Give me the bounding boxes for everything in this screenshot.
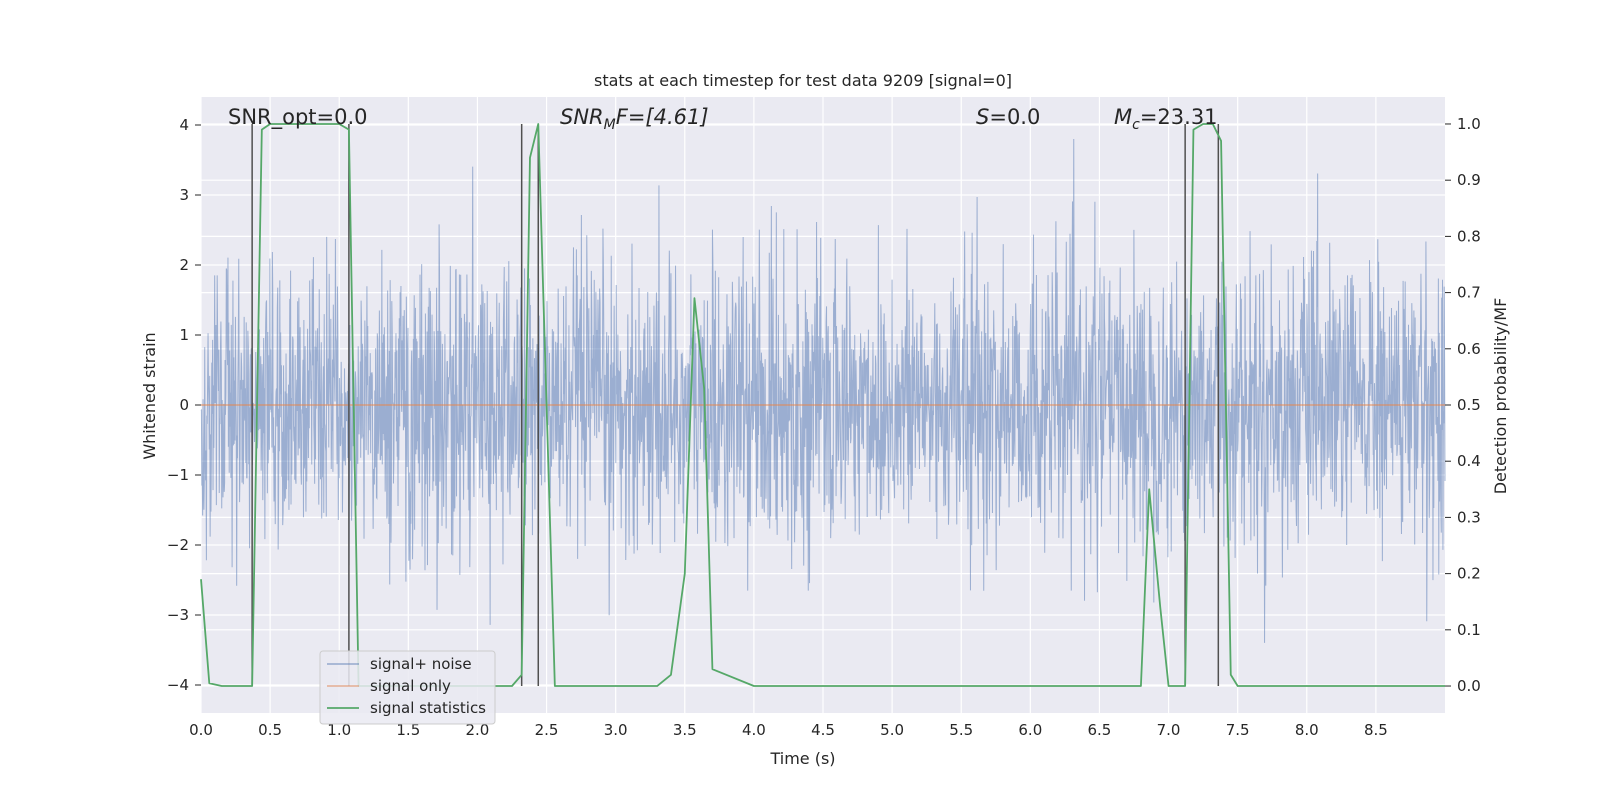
marker-lines (251, 123, 1220, 687)
y-tick-label: −4 (167, 676, 189, 694)
x-axis-label: Time (s) (769, 749, 835, 768)
x-tick-label: 3.0 (604, 721, 628, 739)
annotation-mc-sub: c (1132, 117, 1140, 133)
y-tick-label: −3 (167, 606, 189, 624)
right-y-axis-ticks: 0.0 0.1 0.2 0.3 0.4 0.5 0.6 0.7 0.8 0.9 1.0 (1445, 115, 1481, 695)
right-y-tick-label: 0.5 (1457, 396, 1481, 414)
right-y-tick-label: 0.8 (1457, 227, 1481, 245)
annotation-snr-mf-sub: M (604, 117, 616, 133)
x-tick-label: 1.5 (396, 721, 420, 739)
right-y-tick-label: 0.6 (1457, 340, 1481, 358)
annotation-snr-opt: SNR_opt=0.0 (228, 105, 368, 130)
x-axis-ticks: 0.0 0.5 1.0 1.5 2.0 2.5 3.0 3.5 4.0 4.5 5.0 5.5 6.0 6… (189, 721, 1388, 739)
annotation-mc: Mc=23.31 (1114, 105, 1218, 133)
right-y-tick-label: 0.1 (1457, 621, 1481, 639)
x-tick-label: 6.0 (1018, 721, 1042, 739)
y-tick-label: −2 (167, 536, 189, 554)
x-tick-label: 4.0 (742, 721, 766, 739)
annotation-snr-mf-rest-f: F=[4.61] (616, 105, 709, 129)
chart-title: stats at each timestep for test data 920… (594, 71, 1012, 90)
right-y-tick-label: 0.4 (1457, 452, 1481, 470)
y-tick-label: −1 (167, 466, 189, 484)
annotation-mc-main: M (1114, 105, 1132, 129)
legend-label-noise: signal+ noise (370, 655, 472, 673)
signal-statistics-line (200, 123, 1445, 687)
y-tick-label: 0 (179, 396, 189, 414)
y-axis-ticks: −4 −3 −2 −1 0 1 2 3 4 (167, 116, 201, 694)
x-tick-label: 4.5 (811, 721, 835, 739)
right-y-tick-label: 0.7 (1457, 284, 1481, 302)
right-y-tick-label: 1.0 (1457, 115, 1481, 133)
legend-label-statistics: signal statistics (370, 699, 486, 717)
annotation-mc-rest: =23.31 (1140, 105, 1218, 129)
legend: signal+ noise signal only signal statist… (319, 650, 496, 725)
annotation-s-rest: =0.0 (989, 105, 1040, 129)
x-tick-label: 7.0 (1157, 721, 1181, 739)
x-tick-label: 0.5 (258, 721, 282, 739)
x-tick-label: 5.0 (880, 721, 904, 739)
right-y-tick-label: 0.0 (1457, 677, 1481, 695)
annotation-s: S=0.0 (976, 105, 1040, 129)
signal-statistics-series (200, 123, 1445, 687)
legend-label-signal: signal only (370, 677, 451, 695)
x-tick-label: 0.0 (189, 721, 213, 739)
legend-box (319, 650, 496, 725)
annotation-snr-mf: SNRMF=[4.61] (560, 105, 709, 133)
annotation-snr-mf-main: SNR (560, 105, 604, 129)
x-tick-label: 3.5 (673, 721, 697, 739)
x-tick-label: 2.5 (535, 721, 559, 739)
x-tick-label: 2.0 (466, 721, 490, 739)
x-tick-label: 8.5 (1364, 721, 1388, 739)
y-tick-label: 3 (179, 186, 189, 204)
y-tick-label: 2 (179, 256, 189, 274)
y-tick-label: 1 (179, 326, 189, 344)
x-tick-label: 8.0 (1295, 721, 1319, 739)
x-tick-label: 6.5 (1088, 721, 1112, 739)
right-y-tick-label: 0.3 (1457, 508, 1481, 526)
x-tick-label: 7.5 (1226, 721, 1250, 739)
y-axis-label: Whitened strain (140, 332, 159, 459)
annotation-s-main: S (976, 105, 989, 129)
x-tick-label: 1.0 (327, 721, 351, 739)
x-tick-label: 5.5 (949, 721, 973, 739)
noise-line (200, 138, 1446, 643)
y-tick-label: 4 (179, 116, 189, 134)
right-y-tick-label: 0.9 (1457, 171, 1481, 189)
right-y-axis-label: Detection probability/MF (1491, 298, 1510, 495)
noise-series (200, 138, 1446, 643)
right-y-tick-label: 0.2 (1457, 565, 1481, 583)
